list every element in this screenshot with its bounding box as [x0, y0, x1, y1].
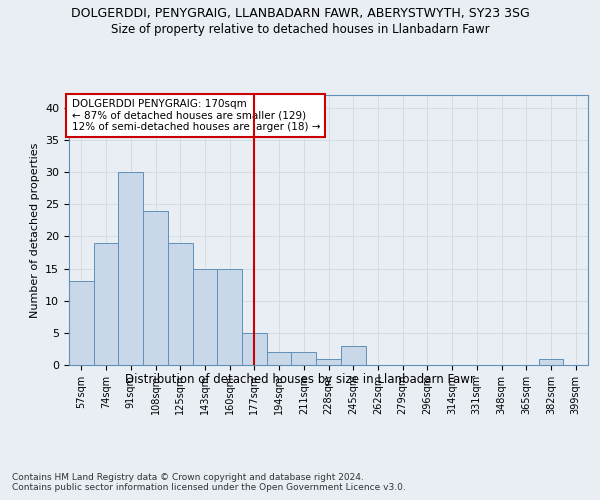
- Bar: [242, 333, 267, 365]
- Bar: [193, 268, 217, 365]
- Bar: [118, 172, 143, 365]
- Bar: [539, 358, 563, 365]
- Bar: [292, 352, 316, 365]
- Bar: [94, 243, 118, 365]
- Bar: [316, 358, 341, 365]
- Text: DOLGERDDI, PENYGRAIG, LLANBADARN FAWR, ABERYSTWYTH, SY23 3SG: DOLGERDDI, PENYGRAIG, LLANBADARN FAWR, A…: [71, 8, 529, 20]
- Bar: [168, 243, 193, 365]
- Y-axis label: Number of detached properties: Number of detached properties: [29, 142, 40, 318]
- Bar: [267, 352, 292, 365]
- Bar: [143, 210, 168, 365]
- Text: DOLGERDDI PENYGRAIG: 170sqm
← 87% of detached houses are smaller (129)
12% of se: DOLGERDDI PENYGRAIG: 170sqm ← 87% of det…: [71, 99, 320, 132]
- Bar: [341, 346, 365, 365]
- Text: Contains HM Land Registry data © Crown copyright and database right 2024.
Contai: Contains HM Land Registry data © Crown c…: [12, 472, 406, 492]
- Text: Size of property relative to detached houses in Llanbadarn Fawr: Size of property relative to detached ho…: [110, 22, 490, 36]
- Bar: [69, 282, 94, 365]
- Text: Distribution of detached houses by size in Llanbadarn Fawr: Distribution of detached houses by size …: [125, 372, 475, 386]
- Bar: [217, 268, 242, 365]
